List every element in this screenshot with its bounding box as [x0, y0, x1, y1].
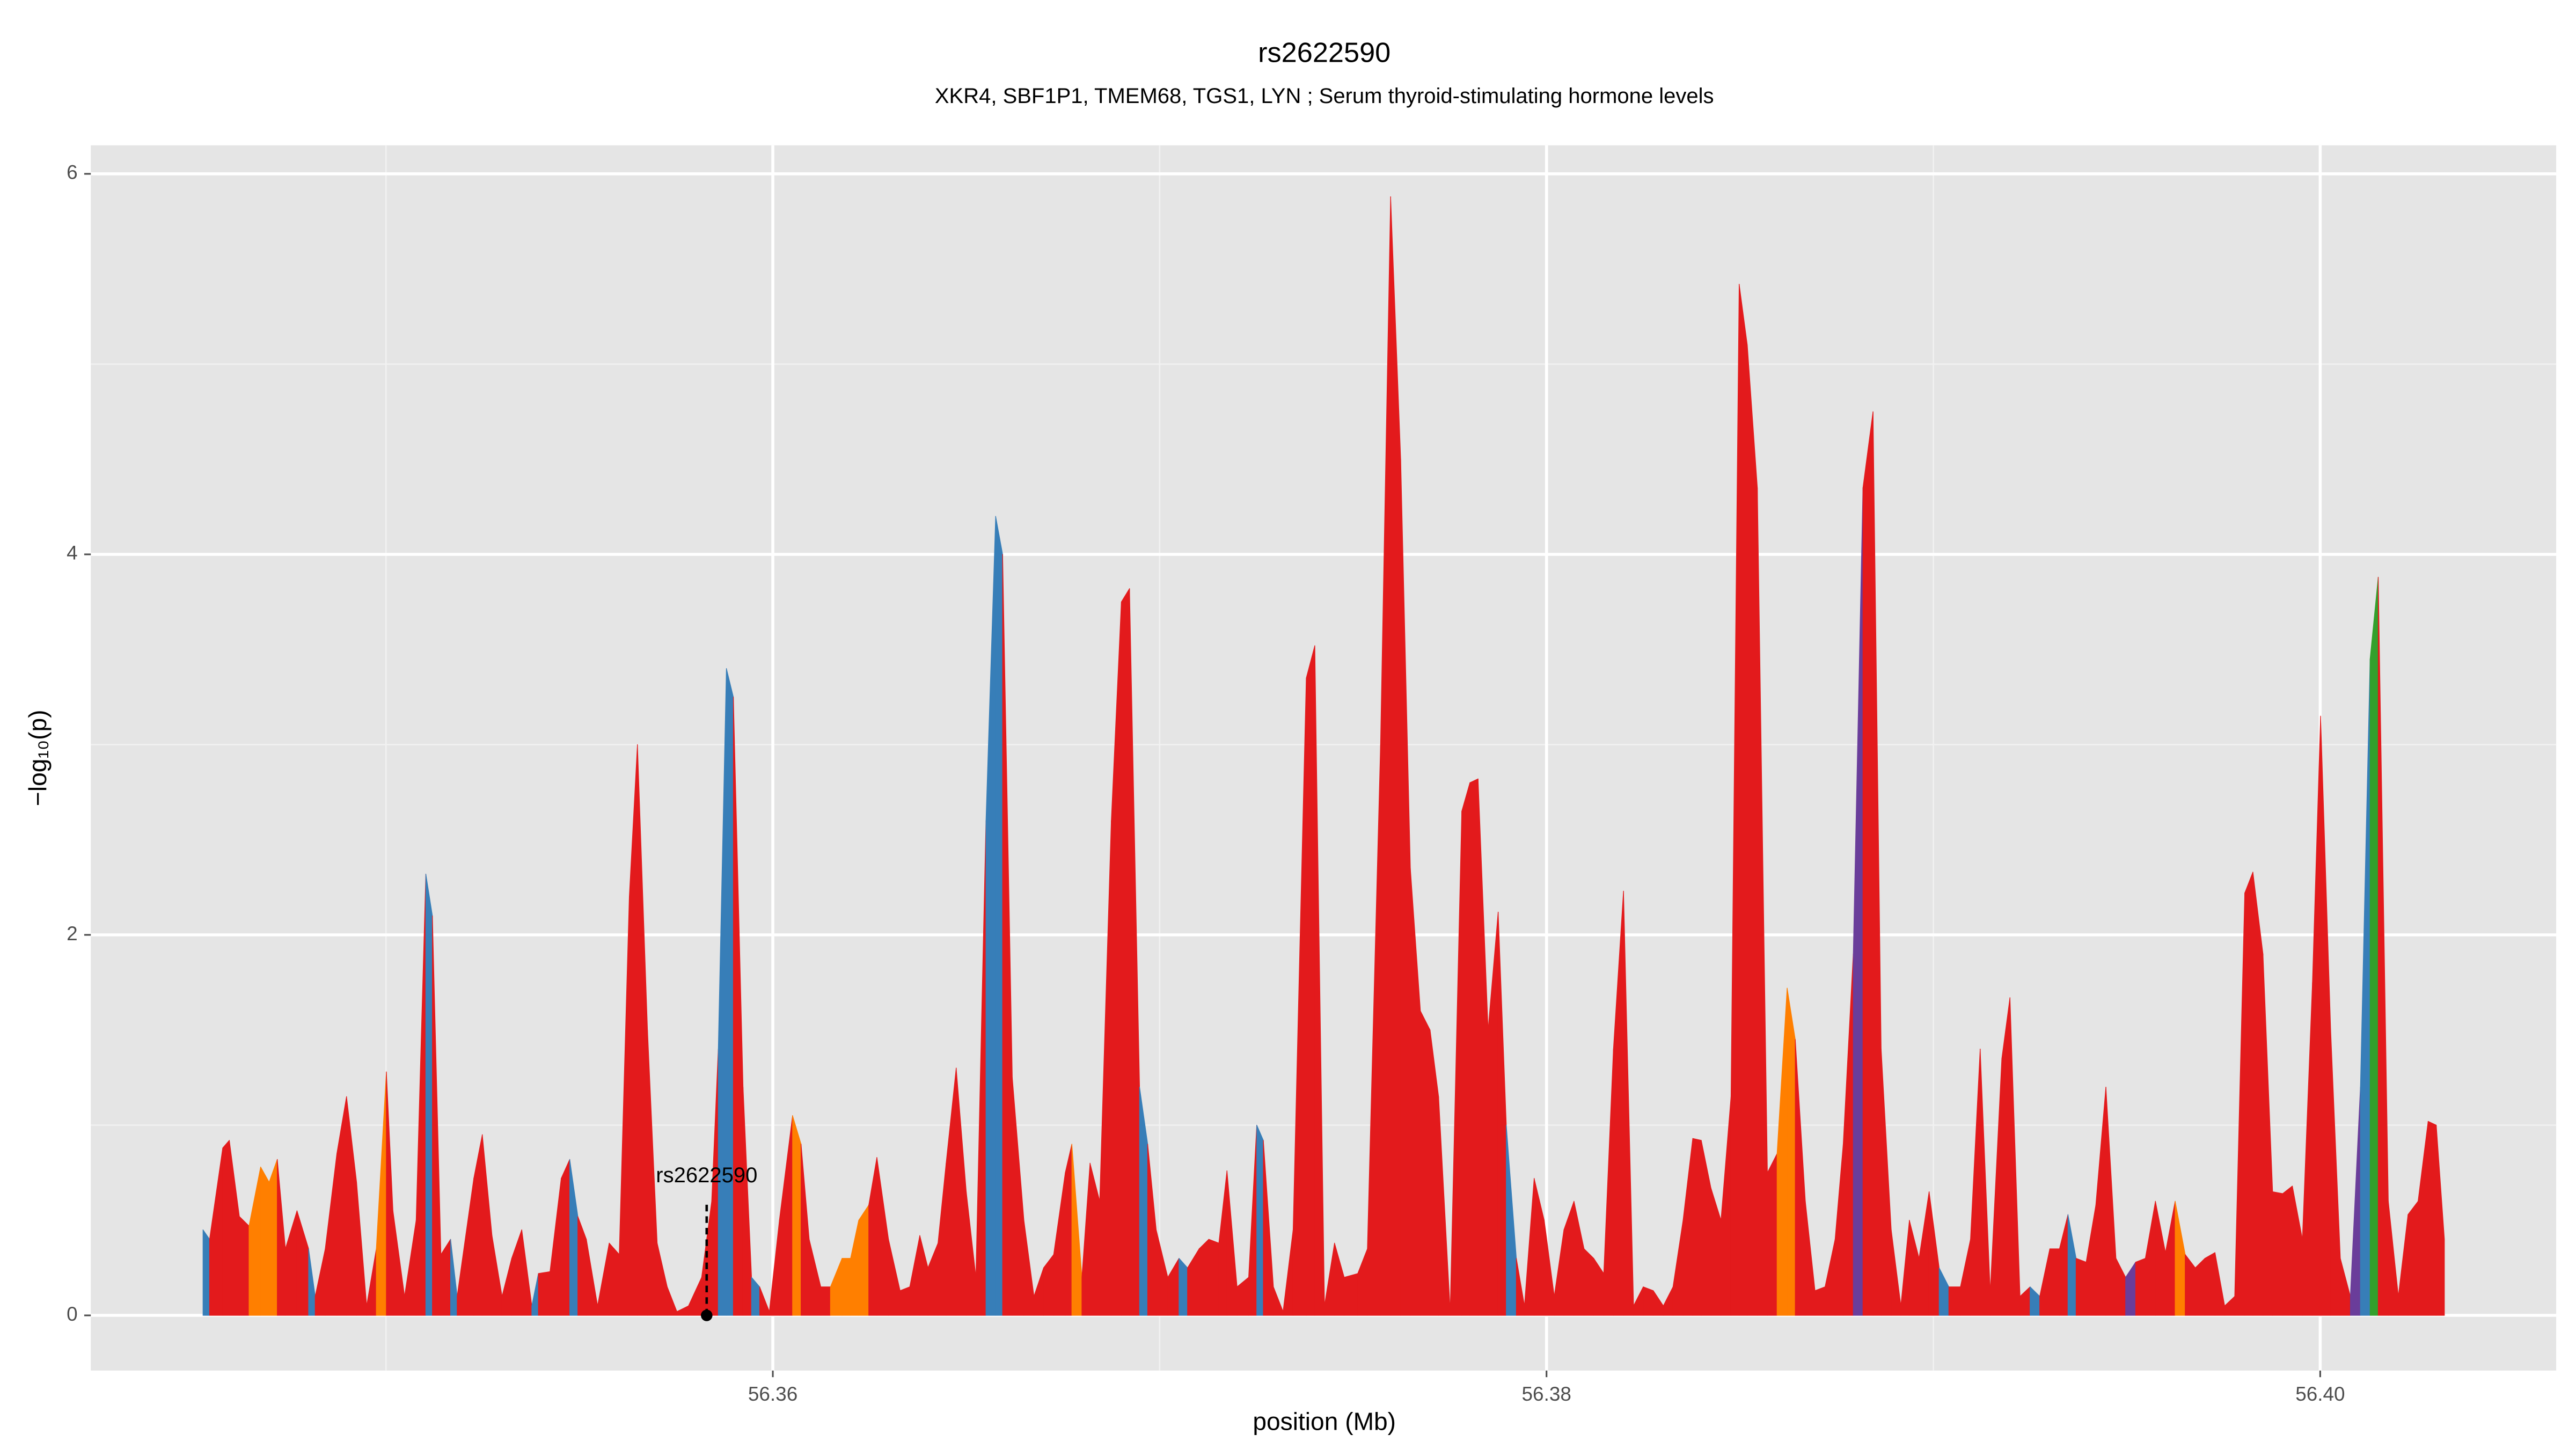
chart-subtitle: XKR4, SBF1P1, TMEM68, TGS1, LYN ; Serum …: [935, 84, 1714, 108]
area-segment: [1643, 1286, 1654, 1316]
area-segment: [1469, 778, 1479, 1316]
y-tick-label: 4: [67, 542, 78, 564]
area-segment: [609, 1242, 620, 1316]
area-segment: [222, 1140, 230, 1316]
area-segment: [2244, 872, 2253, 1316]
x-tick-label: 56.36: [748, 1383, 797, 1405]
area-segment: [1179, 1258, 1188, 1316]
area-segment: [2135, 1258, 2146, 1316]
area-segment: [899, 1286, 910, 1316]
area-segment: [2272, 1191, 2284, 1316]
area-segment: [1208, 1239, 1219, 1316]
area-segment: [1344, 1273, 1358, 1316]
plot-panel: [91, 145, 2557, 1371]
area-segment: [1065, 1144, 1072, 1316]
area-segment: [1692, 1138, 1702, 1316]
area-segments: [202, 196, 2445, 1316]
area-segment: [2204, 1252, 2215, 1316]
area-segment: [561, 1159, 570, 1316]
area-segment: [820, 1286, 831, 1316]
area-segment: [995, 516, 1003, 1316]
annotation-label: rs2622590: [656, 1163, 757, 1187]
area-segment: [858, 1204, 869, 1316]
y-tick-label: 0: [67, 1303, 78, 1325]
y-axis-label: −log₁₀(p): [24, 709, 52, 806]
x-axis-label: position (Mb): [1253, 1407, 1396, 1435]
area-segment: [2075, 1258, 2087, 1316]
area-segment: [1306, 645, 1315, 1316]
annotation-point: [701, 1309, 713, 1321]
area-segment: [2407, 1201, 2419, 1316]
area-segment: [1862, 411, 1874, 1316]
area-segment: [202, 1229, 210, 1316]
area-segment: [1747, 345, 1758, 1316]
area-segment: [1814, 1286, 1826, 1316]
y-tick-label: 6: [67, 162, 78, 184]
area-segment: [2049, 1248, 2060, 1316]
area-segment: [425, 873, 433, 1316]
area-segment: [1420, 1011, 1431, 1316]
area-segment: [239, 1216, 250, 1316]
area-segment: [1121, 588, 1130, 1316]
x-tick-label: 56.40: [2295, 1383, 2345, 1405]
y-tick-label: 2: [67, 923, 78, 945]
area-segment: [1198, 1239, 1210, 1316]
area-segment: [1948, 1286, 1961, 1316]
area-segment: [1584, 1248, 1594, 1316]
area-segment: [2369, 576, 2379, 1316]
x-tick-label: 56.38: [1522, 1383, 1571, 1405]
area-segment: [1767, 1153, 1777, 1316]
area-segment: [1787, 987, 1796, 1316]
area-segment: [1256, 1124, 1264, 1316]
area-segment: [1461, 782, 1470, 1316]
axes: 56.36 56.38 56.40 0 2 4 6: [67, 162, 2345, 1405]
area-segment: [2282, 1185, 2293, 1316]
area-segment: [1739, 283, 1748, 1316]
chart-title: rs2622590: [1258, 37, 1391, 68]
area-segment: [841, 1258, 851, 1316]
area-segment: [2427, 1121, 2437, 1316]
area-segment: [260, 1166, 270, 1316]
area-segment: [2436, 1124, 2445, 1316]
area-segment: [726, 668, 734, 1316]
area-segment: [792, 1115, 802, 1316]
area-segment: [538, 1271, 551, 1316]
area-segment: [268, 1159, 278, 1316]
area-segment: [2194, 1258, 2206, 1316]
